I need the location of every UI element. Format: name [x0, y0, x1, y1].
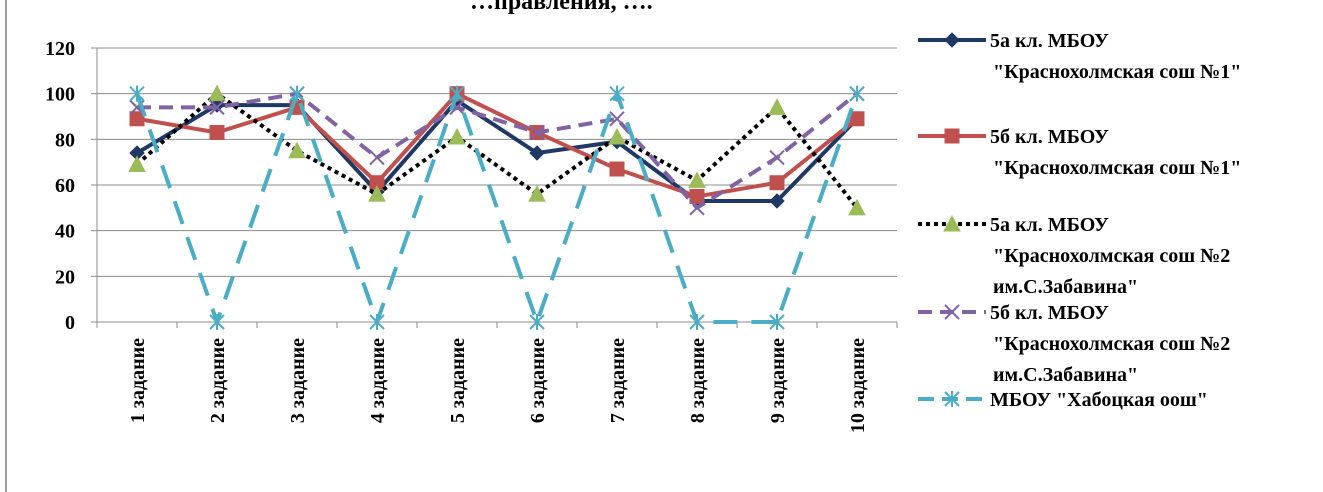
data-point	[769, 314, 785, 330]
data-point	[848, 198, 866, 216]
x-tick-label: 7 задание	[607, 338, 629, 423]
series-line	[137, 91, 859, 210]
legend: 5а кл. МБОУ"Краснохолмская сош №1"5б кл.…	[918, 30, 1241, 411]
y-tick-label: 60	[55, 175, 75, 197]
legend-label: 5а кл. МБОУ	[990, 214, 1109, 236]
data-point	[288, 141, 306, 159]
data-point	[209, 314, 225, 330]
data-point	[769, 149, 785, 166]
data-point	[609, 111, 625, 127]
data-point	[449, 85, 465, 102]
axes: 0 20 40 60 80 100 120 1 задание 2 задание 3 задан…	[45, 38, 898, 433]
legend-label: им.С.Забавина"	[993, 276, 1138, 298]
series-line	[136, 91, 859, 199]
series-line	[135, 91, 859, 210]
data-point	[369, 314, 385, 330]
x-tick-label: 4 задание	[367, 338, 389, 423]
data-point	[769, 193, 785, 209]
legend-swatch-marker	[943, 214, 961, 232]
y-tick-label: 40	[55, 221, 75, 243]
legend-swatch-marker	[944, 128, 960, 144]
data-point	[129, 111, 145, 127]
data-point	[209, 99, 225, 116]
x-tick-label: 10 задание	[847, 338, 869, 433]
data-point	[769, 175, 785, 191]
data-point	[609, 85, 625, 102]
series-4	[129, 85, 865, 216]
data-point	[209, 124, 225, 140]
series-line	[135, 91, 859, 324]
y-tick-label: 20	[55, 266, 75, 288]
series-1	[129, 92, 865, 209]
y-tick-label: 100	[45, 84, 75, 106]
data-point	[689, 314, 705, 330]
series-line	[135, 98, 859, 203]
data-point	[208, 84, 226, 102]
data-point	[609, 161, 625, 177]
series-3	[128, 84, 866, 216]
y-tick-label: 120	[45, 38, 75, 60]
gridlines	[97, 47, 897, 277]
data-point	[529, 124, 545, 141]
y-tick-label: 80	[55, 129, 75, 151]
legend-item-3: 5а кл. МБОУ "Краснохолмская сош №2 им.С.За…	[918, 214, 1230, 298]
data-point	[608, 127, 626, 145]
data-point	[689, 200, 705, 216]
x-tick-label: 3 задание	[287, 338, 309, 423]
data-point	[529, 145, 545, 161]
data-point	[528, 185, 546, 202]
chart-title: …правления, ….	[470, 0, 653, 15]
series	[128, 84, 866, 330]
x-tick-label: 6 задание	[527, 338, 549, 423]
data-point	[128, 155, 146, 172]
legend-item-2: 5б кл. МБОУ "Краснохолмская сош №1"	[918, 126, 1241, 179]
legend-item-5: МБОУ "Хабоцкая оош"	[918, 389, 1208, 411]
legend-swatch-marker	[944, 391, 960, 407]
legend-label: 5б кл. МБОУ	[990, 126, 1109, 148]
data-point	[368, 185, 386, 202]
legend-label: 5а кл. МБОУ	[990, 30, 1109, 52]
legend-label: "Краснохолмская сош №2	[993, 245, 1230, 267]
legend-label: "Краснохолмская сош №2	[993, 333, 1230, 355]
data-point	[289, 85, 305, 102]
legend-label: "Краснохолмская сош №1"	[993, 61, 1241, 83]
legend-swatch-marker	[944, 32, 960, 48]
x-tick-label: 5 задание	[447, 338, 469, 423]
legend-item-4: 5б кл. МБОУ "Краснохолмская сош №2 им.С.За…	[918, 302, 1230, 386]
x-tick-label: 9 задание	[767, 338, 789, 423]
data-point	[849, 111, 865, 127]
data-point	[688, 171, 706, 188]
data-point	[768, 98, 786, 115]
data-point	[529, 314, 545, 330]
series-5	[129, 85, 865, 330]
legend-item-1: 5а кл. МБОУ "Краснохолмская сош №1"	[918, 30, 1241, 83]
data-point	[849, 85, 865, 102]
data-point	[129, 85, 145, 102]
x-tick-label: 8 задание	[687, 338, 709, 423]
x-tick-label: 1 задание	[127, 338, 149, 423]
legend-label: МБОУ "Хабоцкая оош"	[990, 389, 1208, 411]
data-point	[369, 149, 385, 166]
legend-label: 5б кл. МБОУ	[990, 302, 1109, 324]
data-point	[448, 127, 466, 145]
legend-label: "Краснохолмская сош №1"	[993, 157, 1241, 179]
data-point	[689, 188, 705, 204]
y-tick-label: 0	[65, 312, 75, 334]
legend-label: им.С.Забавина"	[993, 364, 1138, 386]
x-tick-label: 2 задание	[207, 338, 229, 423]
legend-swatch-marker	[944, 304, 960, 320]
